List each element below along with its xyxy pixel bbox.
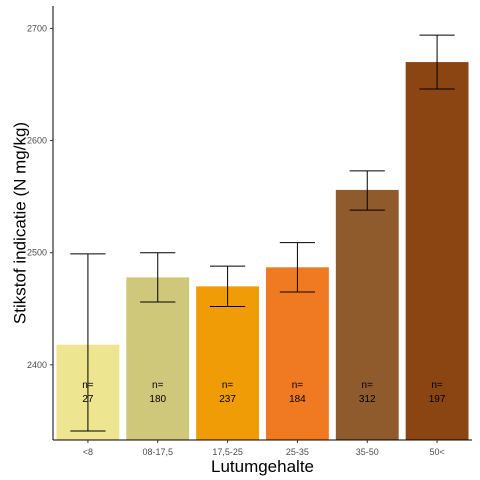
n-label-value: 180 [149, 394, 166, 405]
y-tick-label: 2700 [27, 23, 47, 33]
y-tick-label: 2600 [27, 136, 47, 146]
y-ticks: 2400 2500 2600 2700 [27, 23, 53, 370]
x-tick-label: 35-50 [356, 447, 379, 457]
x-tick-label: 08-17,5 [142, 447, 173, 457]
n-label-prefix: n= [82, 380, 94, 391]
y-tick-label: 2500 [27, 248, 47, 258]
x-tick-label: 50< [429, 447, 444, 457]
error-bar-1 [140, 252, 176, 303]
error-bars-layer [70, 34, 455, 432]
x-ticks: <8 08-17,5 17,5-25 25-35 35-50 50< [83, 440, 445, 457]
n-label-value: 197 [429, 394, 446, 405]
bar-3 [265, 267, 329, 440]
n-label-prefix: n= [152, 380, 164, 391]
x-tick-label: <8 [83, 447, 93, 457]
bar-2 [196, 286, 260, 440]
n-labels-layer: n= 27 n= 180 n= 237 n= 184 n= 312 n= 197 [82, 380, 446, 405]
n-label-prefix: n= [222, 380, 234, 391]
n-label-prefix: n= [431, 380, 443, 391]
bars-layer [56, 62, 469, 440]
y-tick-label: 2400 [27, 360, 47, 370]
axes-layer [52, 6, 472, 441]
error-bar-5 [419, 34, 455, 90]
error-bar-0 [70, 253, 106, 432]
n-label-prefix: n= [362, 380, 374, 391]
n-label-value: 184 [289, 394, 306, 405]
n-label-value: 237 [219, 394, 236, 405]
n-label-value: 27 [82, 394, 94, 405]
bar-5 [405, 62, 469, 440]
n-label-value: 312 [359, 394, 376, 405]
error-bar-4 [349, 170, 385, 211]
x-tick-label: 25-35 [286, 447, 309, 457]
x-axis-title: Lutumgehalte [211, 457, 314, 476]
n-label-prefix: n= [292, 380, 304, 391]
bar-1 [126, 277, 190, 440]
error-bar-2 [209, 265, 246, 308]
bar-4 [335, 189, 399, 440]
x-tick-label: 17,5-25 [212, 447, 243, 457]
y-axis-title: Stikstof indicatie (N mg/kg) [10, 122, 29, 324]
error-bar-3 [279, 242, 316, 293]
